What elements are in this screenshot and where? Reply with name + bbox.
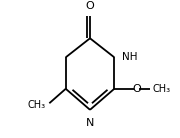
Text: O: O — [132, 84, 141, 94]
Text: CH₃: CH₃ — [27, 99, 45, 110]
Text: O: O — [86, 1, 94, 11]
Text: CH₃: CH₃ — [153, 84, 171, 94]
Text: NH: NH — [122, 52, 138, 62]
Text: N: N — [86, 118, 94, 128]
